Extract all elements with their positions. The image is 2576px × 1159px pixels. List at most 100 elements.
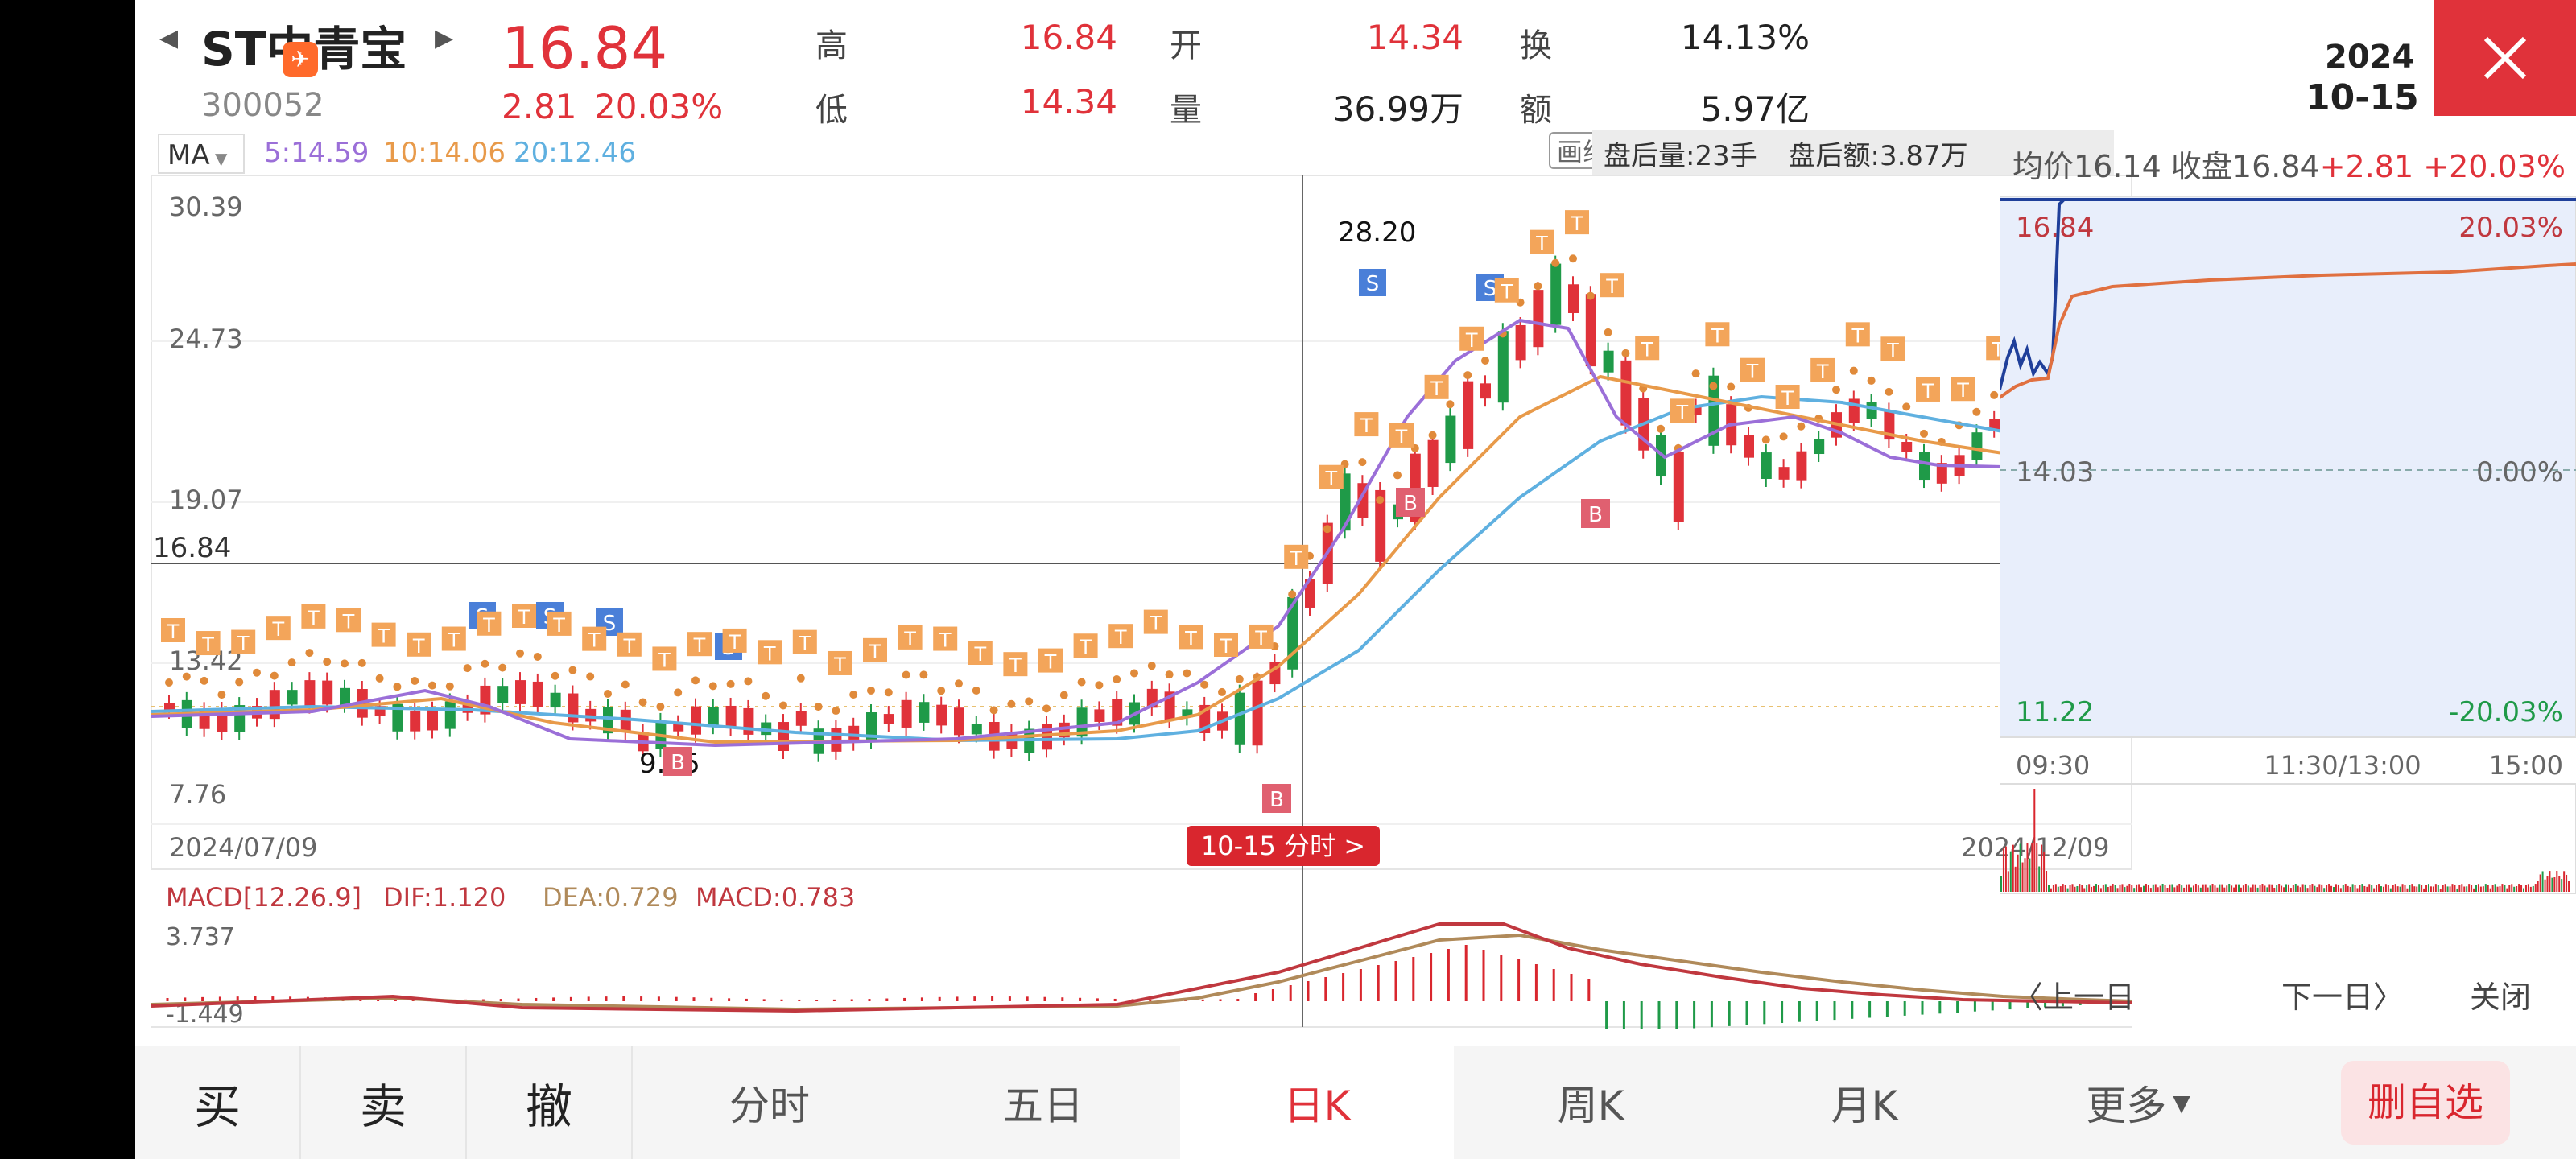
intraday-t-end: 15:00 <box>2489 750 2563 781</box>
prev-stock-arrow[interactable]: ◀ <box>159 24 179 52</box>
close-intraday-button[interactable]: 关闭 <box>2470 980 2532 1015</box>
ma-dot <box>1095 681 1104 690</box>
intraday-summary: 均价16.14 收盘16.84+2.81 +20.03% <box>2013 142 2566 186</box>
t-marker: T <box>441 626 466 652</box>
candle <box>1814 431 1825 463</box>
svg-text:B: B <box>1269 788 1284 812</box>
candle <box>1480 375 1491 407</box>
ma-dot <box>919 670 928 679</box>
svg-text:B: B <box>1588 503 1603 527</box>
candle <box>883 706 894 732</box>
t-marker: T <box>863 637 887 663</box>
t-marker: T <box>1810 357 1835 383</box>
svg-text:T: T <box>201 633 214 656</box>
prev-day-button[interactable]: 〈上一日 <box>2013 972 2135 1017</box>
chevron-down-icon: ▼ <box>2173 1089 2190 1116</box>
date-start: 2024/07/09 <box>169 832 317 863</box>
intraday-chart[interactable]: 16.84 14.03 11.22 20.03% 0.00% -20.03% 0… <box>2000 196 2576 966</box>
svg-text:T: T <box>518 606 530 629</box>
ma-dot <box>253 668 261 677</box>
ma-dot <box>1534 282 1542 291</box>
intraday-pct-top: 20.03% <box>2458 212 2563 244</box>
candle <box>1515 316 1526 369</box>
candle <box>1989 410 2000 438</box>
t-marker: T <box>371 622 396 648</box>
tab-more-label: 更多 <box>2086 1083 2167 1129</box>
candle <box>673 715 684 740</box>
candle <box>1410 445 1421 530</box>
svg-text:T: T <box>1254 627 1267 650</box>
t-marker: T <box>1740 357 1765 383</box>
svg-text:T: T <box>622 635 635 658</box>
amount-value: 5.97亿 <box>1700 89 1810 129</box>
close-button[interactable] <box>2434 0 2576 116</box>
tab-daily-k[interactable]: 日K <box>1180 1046 1454 1159</box>
cancel-order-button[interactable]: 撤 <box>467 1046 631 1159</box>
candle <box>1463 373 1474 457</box>
macd-dea-line <box>151 933 2132 1012</box>
t-marker: T <box>1705 322 1730 347</box>
tab-five-day[interactable]: 五日 <box>906 1046 1180 1159</box>
kline-chart[interactable]: 30.39 24.73 19.07 16.84 13.42 7.76 28.20… <box>151 175 2132 1029</box>
tab-monthly-k[interactable]: 月K <box>1728 1046 2001 1159</box>
ma-dot <box>867 686 875 695</box>
macd-value: MACD:0.783 <box>696 882 855 913</box>
t-marker: T <box>898 625 923 650</box>
candle <box>1971 424 1983 468</box>
svg-text:T: T <box>1290 547 1302 570</box>
ma-dot <box>1691 369 1700 378</box>
ma-dot <box>1727 382 1736 391</box>
svg-text:T: T <box>869 641 881 663</box>
svg-text:T: T <box>1360 415 1373 437</box>
macd-histogram <box>166 945 2117 1029</box>
candle <box>550 684 561 716</box>
ma-dot <box>1990 390 1999 399</box>
ma10-line <box>151 374 2132 744</box>
cursor-date-tag[interactable]: 10-15 分时 > <box>1187 826 1380 866</box>
stock-code: 300052 <box>201 87 324 124</box>
buy-button[interactable]: 买 <box>135 1046 299 1159</box>
ma-dot <box>498 663 507 672</box>
high-label: 高 <box>815 27 848 64</box>
low-value: 14.34 <box>1020 82 1117 122</box>
date-md: 10-15 <box>2306 77 2419 118</box>
intraday-avg: 均价16.14 <box>2013 149 2161 184</box>
next-day-label: 下一日 <box>2281 980 2374 1015</box>
y-label-3: 19.07 <box>169 485 243 515</box>
sell-button[interactable]: 卖 <box>301 1046 465 1159</box>
divider <box>299 1046 301 1159</box>
ma-dot <box>375 674 384 683</box>
ma-dot <box>341 659 349 668</box>
ma-selector[interactable]: MA ▼ <box>158 134 245 174</box>
t-marker: T <box>1635 336 1660 361</box>
ma-dot <box>1358 458 1367 467</box>
ma-dot <box>1972 407 1981 416</box>
ma-dot <box>1779 432 1788 441</box>
next-stock-arrow[interactable]: ▶ <box>435 24 454 52</box>
svg-text:T: T <box>1535 233 1548 255</box>
ma-dot <box>551 671 559 680</box>
ma20-value: 20:12.46 <box>514 137 637 169</box>
ma-dot <box>1323 525 1331 534</box>
ma-dot <box>428 681 436 690</box>
svg-text:T: T <box>1675 401 1688 423</box>
ma-dot <box>1604 328 1612 336</box>
ma-dot <box>796 674 805 683</box>
divider <box>631 1046 633 1159</box>
ma-dot <box>323 658 332 666</box>
tab-more[interactable]: 更多 ▼ <box>2001 1046 2275 1159</box>
ma-dot <box>586 672 595 681</box>
t-marker: T <box>231 629 256 655</box>
candle <box>901 691 912 736</box>
remove-watchlist-button[interactable]: 删自选 <box>2341 1061 2510 1145</box>
candle <box>532 673 543 716</box>
t-marker: T <box>336 608 361 633</box>
tab-intraday[interactable]: 分时 <box>633 1046 906 1159</box>
tab-weekly-k[interactable]: 周K <box>1454 1046 1728 1159</box>
t-marker: T <box>582 626 607 652</box>
candle <box>620 701 631 740</box>
next-day-button[interactable]: 下一日〉 <box>2281 972 2404 1017</box>
y-label-2: 24.73 <box>169 324 243 354</box>
ma-dot <box>902 670 910 679</box>
svg-text:T: T <box>1465 329 1478 352</box>
